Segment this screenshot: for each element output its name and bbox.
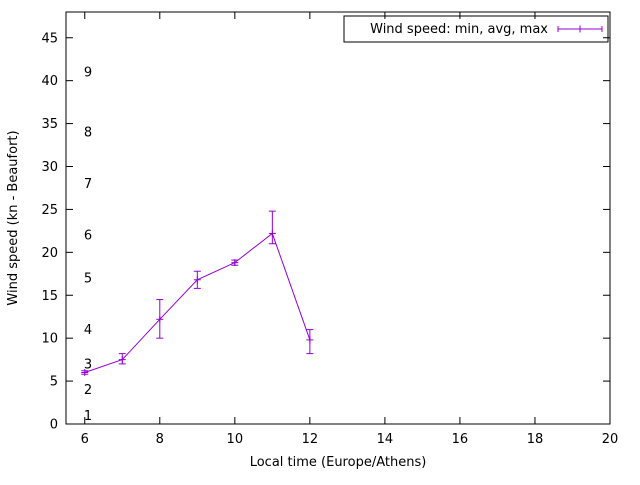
x-tick-label: 20 — [602, 432, 619, 447]
x-tick-label: 8 — [156, 432, 164, 447]
beaufort-tick-label: 6 — [84, 229, 92, 244]
x-tick-label: 10 — [227, 432, 244, 447]
legend: Wind speed: min, avg, max — [343, 15, 609, 43]
y-axis-title: Wind speed (kn - Beaufort) — [6, 130, 21, 305]
x-axis-ticks: 6 8 10 12 14 16 18 20 — [81, 12, 619, 447]
y-tick-label: 20 — [41, 246, 58, 261]
x-tick-label: 12 — [302, 432, 319, 447]
y-tick-label: 45 — [41, 31, 58, 46]
beaufort-tick-label: 3 — [84, 357, 92, 372]
x-tick-label: 14 — [377, 432, 394, 447]
beaufort-tick-label: 8 — [84, 126, 92, 141]
beaufort-tick-label: 4 — [84, 323, 92, 338]
x-axis-title: Local time (Europe/Athens) — [250, 455, 427, 470]
y-tick-label: 15 — [41, 289, 58, 304]
plot-border — [65, 11, 611, 425]
beaufort-tick-label: 5 — [84, 272, 92, 287]
y-tick-label: 35 — [41, 117, 58, 132]
x-tick-label: 16 — [452, 432, 469, 447]
y-tick-label: 30 — [41, 160, 58, 175]
y-tick-label: 40 — [41, 74, 58, 89]
y-tick-label: 10 — [41, 332, 58, 347]
beaufort-tick-label: 2 — [84, 383, 92, 398]
legend-box — [343, 15, 609, 43]
beaufort-tick-label: 7 — [84, 177, 92, 192]
x-tick-label: 18 — [527, 432, 544, 447]
beaufort-tick-label: 9 — [84, 66, 92, 81]
avg-line — [84, 232, 311, 373]
legend-label: Wind speed: min, avg, max — [370, 22, 548, 37]
beaufort-tick-label: 1 — [84, 409, 92, 424]
y-tick-label: 25 — [41, 203, 58, 218]
x-tick-label: 6 — [81, 432, 89, 447]
y-tick-label: 0 — [50, 418, 58, 433]
wind-speed-series — [81, 210, 314, 376]
beaufort-axis-ticks: 1 2 3 4 5 6 7 8 9 — [84, 66, 92, 424]
legend-sample-line — [557, 25, 603, 33]
y-tick-label: 5 — [50, 375, 58, 390]
